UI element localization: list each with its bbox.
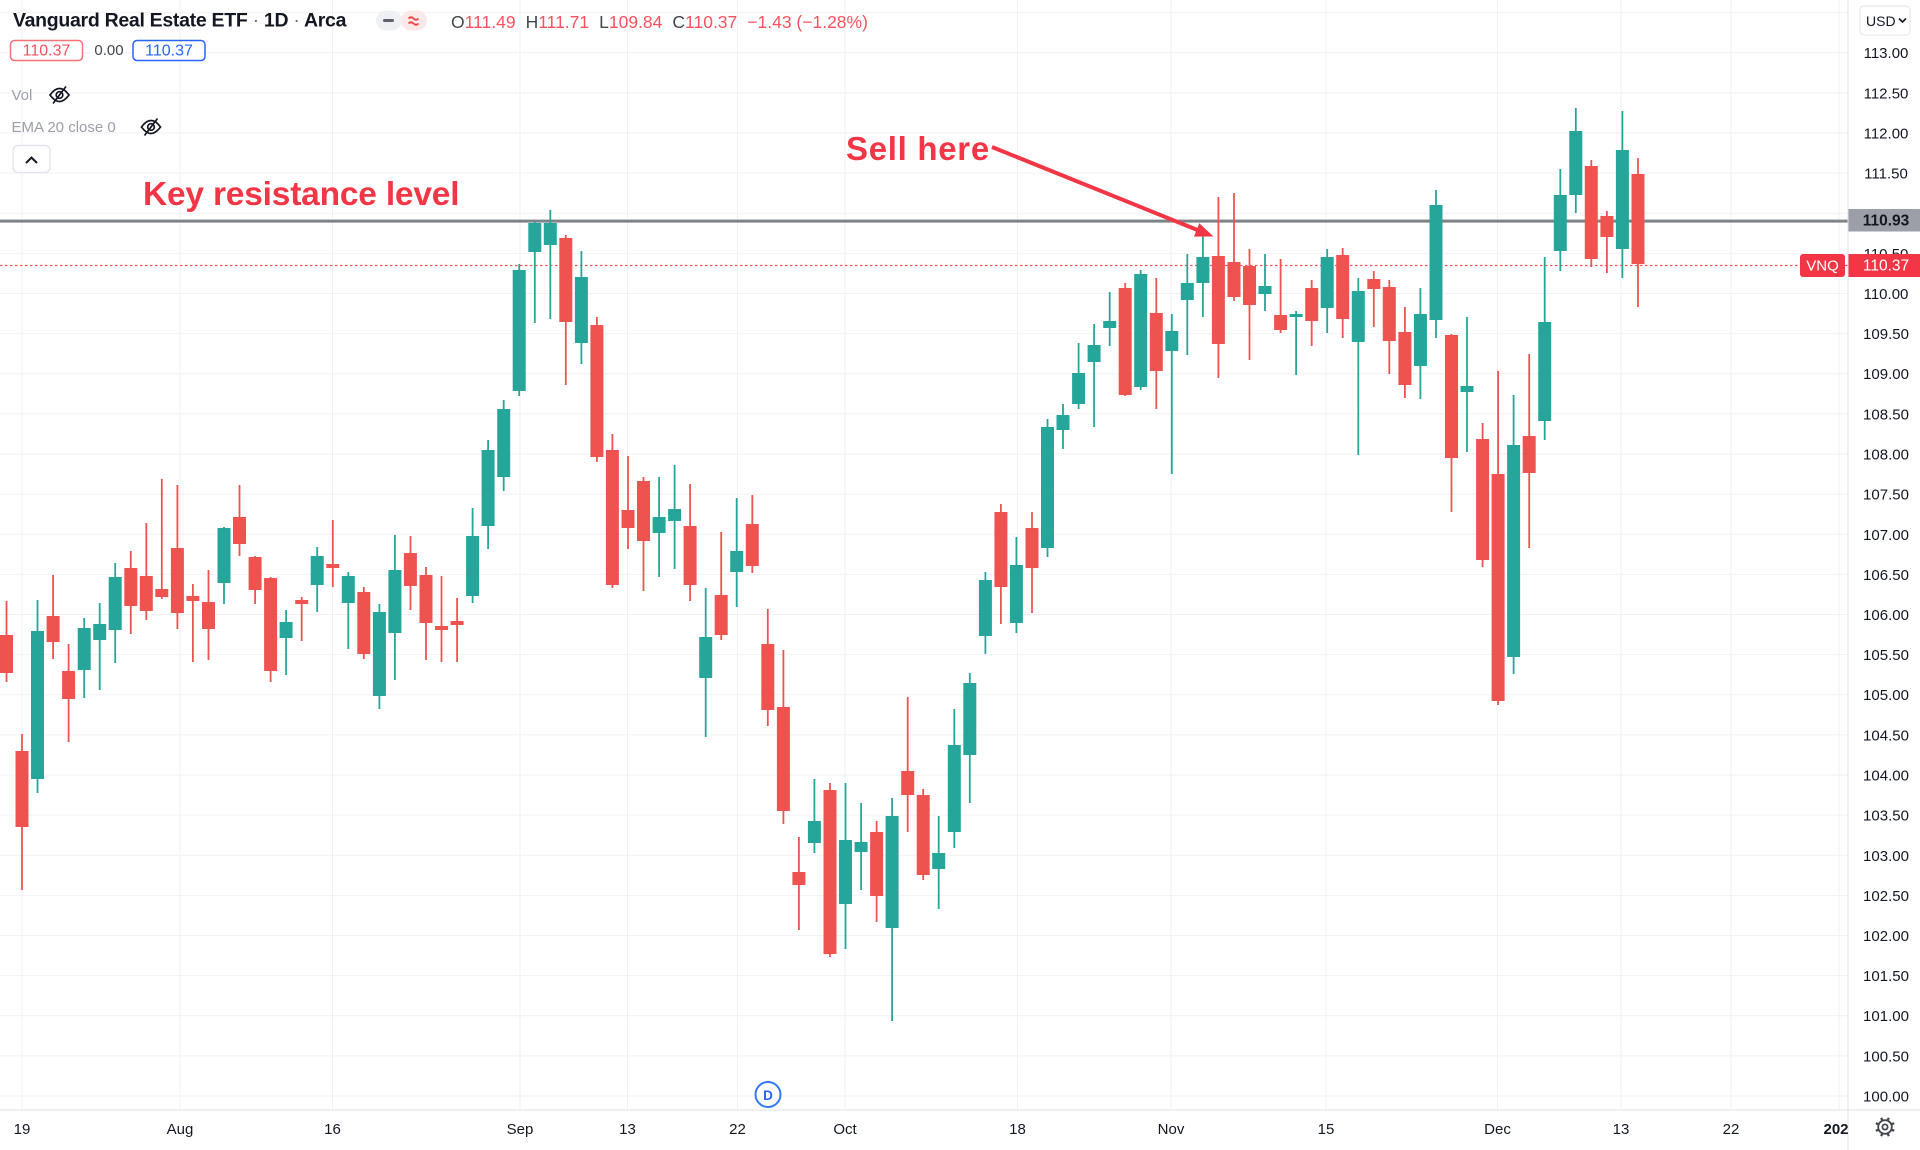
svg-text:112.00: 112.00 [1864,126,1909,143]
svg-text:13: 13 [619,1121,636,1138]
svg-text:Vol: Vol [12,87,33,104]
svg-text:102.50: 102.50 [1863,888,1909,905]
svg-text:102.00: 102.00 [1863,928,1909,945]
svg-text:18: 18 [1009,1121,1026,1138]
svg-text:109.50: 109.50 [1863,326,1909,343]
svg-text:D: D [763,1088,773,1103]
svg-text:110.00: 110.00 [1864,286,1909,303]
svg-text:101.00: 101.00 [1863,1008,1909,1025]
svg-text:110.37: 110.37 [23,43,71,60]
svg-text:Key resistance level: Key resistance level [143,176,459,213]
svg-text:VNQ: VNQ [1806,258,1839,275]
svg-text:19: 19 [14,1121,31,1138]
svg-text:110.37: 110.37 [145,43,193,60]
svg-text:EMA 20 close 0: EMA 20 close 0 [12,119,116,136]
svg-text:108.00: 108.00 [1863,447,1909,464]
svg-text:107.50: 107.50 [1863,487,1909,504]
svg-text:112.50: 112.50 [1864,85,1909,102]
svg-text:101.50: 101.50 [1863,968,1909,985]
svg-text:Sep: Sep [507,1121,534,1138]
svg-text:110.93: 110.93 [1863,213,1910,230]
svg-text:USD: USD [1866,13,1896,29]
svg-text:113.00: 113.00 [1864,45,1909,62]
svg-text:109.00: 109.00 [1863,366,1909,383]
svg-text:108.50: 108.50 [1863,406,1909,423]
svg-text:106.50: 106.50 [1863,567,1909,584]
svg-text:100.00: 100.00 [1863,1089,1909,1106]
svg-text:111.50: 111.50 [1864,166,1908,183]
svg-text:104.50: 104.50 [1863,727,1909,744]
svg-text:103.00: 103.00 [1863,848,1909,865]
svg-text:100.50: 100.50 [1863,1048,1909,1065]
svg-text:15: 15 [1318,1121,1335,1138]
svg-text:107.00: 107.00 [1863,527,1909,544]
svg-text:202: 202 [1823,1121,1848,1138]
svg-text:Dec: Dec [1484,1121,1511,1138]
svg-text:Oct: Oct [833,1121,857,1138]
svg-text:110.37: 110.37 [1863,258,1909,275]
svg-text:103.50: 103.50 [1863,808,1909,825]
svg-text:Vanguard Real Estate ETF · 1D: Vanguard Real Estate ETF · 1D · Arca [13,10,347,32]
svg-text:105.50: 105.50 [1863,647,1909,664]
svg-text:Sell here: Sell here [846,130,990,167]
svg-text:Aug: Aug [167,1121,194,1138]
svg-text:16: 16 [324,1121,341,1138]
svg-text:22: 22 [1723,1121,1740,1138]
svg-text:0.00: 0.00 [94,42,123,59]
svg-text:22: 22 [729,1121,746,1138]
svg-text:105.00: 105.00 [1863,687,1909,704]
svg-text:13: 13 [1613,1121,1630,1138]
svg-text:106.00: 106.00 [1863,607,1909,624]
svg-text:104.00: 104.00 [1863,768,1909,785]
svg-text:Nov: Nov [1158,1121,1185,1138]
